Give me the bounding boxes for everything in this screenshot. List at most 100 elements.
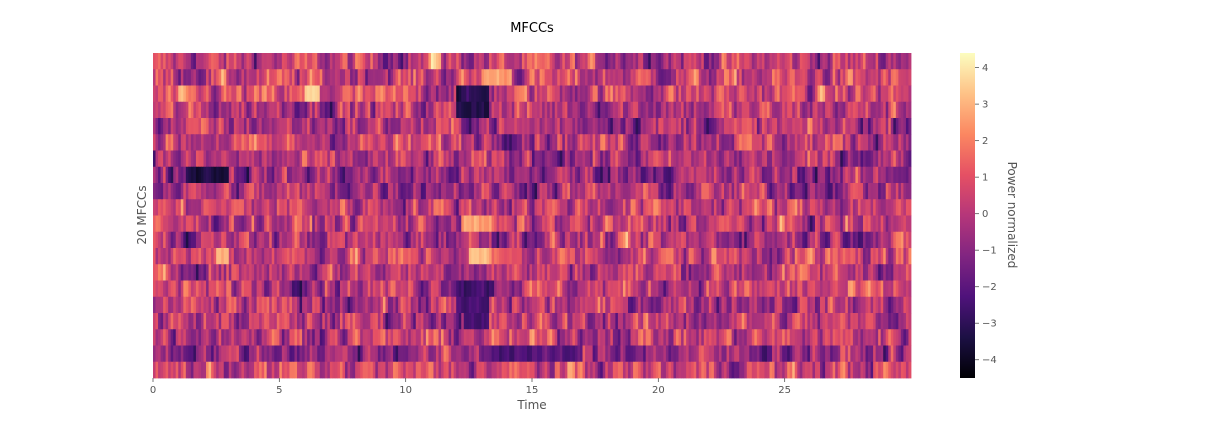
heatmap-cell [754, 167, 757, 184]
heatmap-cell [173, 102, 176, 119]
heatmap-cell [252, 183, 255, 200]
heatmap-cell [343, 167, 346, 184]
heatmap-cell [292, 199, 295, 216]
heatmap-cell [759, 102, 762, 119]
heatmap-cell [466, 86, 469, 103]
heatmap-cell [229, 53, 232, 70]
heatmap-cell [691, 216, 694, 233]
heatmap-cell [413, 151, 416, 168]
heatmap-cell [178, 248, 181, 265]
heatmap-cell [360, 102, 363, 119]
heatmap-cell [823, 53, 826, 70]
heatmap-cell [848, 199, 851, 216]
heatmap-cell [406, 199, 409, 216]
heatmap-cell [886, 199, 889, 216]
heatmap-cell [800, 264, 803, 281]
heatmap-cell [648, 281, 651, 298]
heatmap-cell [873, 134, 876, 151]
heatmap-cell [398, 134, 401, 151]
heatmap-cell [873, 264, 876, 281]
heatmap-cell [449, 53, 452, 70]
heatmap-cell [320, 118, 323, 135]
heatmap-cell [855, 264, 858, 281]
heatmap-cell [656, 199, 659, 216]
heatmap-cell [810, 134, 813, 151]
heatmap-cell [593, 151, 596, 168]
heatmap-cell [191, 69, 194, 86]
heatmap-cell [411, 297, 414, 314]
heatmap-cell [701, 69, 704, 86]
heatmap-cell [163, 69, 166, 86]
heatmap-cell [471, 151, 474, 168]
heatmap-cell [651, 118, 654, 135]
heatmap-cell [241, 183, 244, 200]
heatmap-cell [161, 264, 164, 281]
heatmap-cell [671, 69, 674, 86]
heatmap-cell [426, 297, 429, 314]
heatmap-cell [396, 232, 399, 249]
heatmap-cell [807, 281, 810, 298]
heatmap-cell [898, 118, 901, 135]
heatmap-cell [843, 118, 846, 135]
heatmap-cell [481, 281, 484, 298]
heatmap-cell [413, 199, 416, 216]
heatmap-cell [403, 232, 406, 249]
heatmap-cell [747, 134, 750, 151]
heatmap-cell [681, 53, 684, 70]
heatmap-cell [807, 183, 810, 200]
heatmap-cell [646, 134, 649, 151]
heatmap-cell [780, 248, 783, 265]
heatmap-cell [653, 264, 656, 281]
heatmap-cell [658, 151, 661, 168]
heatmap-cell [507, 183, 510, 200]
heatmap-cell [853, 102, 856, 119]
heatmap-cell [337, 118, 340, 135]
heatmap-cell [777, 264, 780, 281]
heatmap-cell [805, 297, 808, 314]
heatmap-cell [294, 264, 297, 281]
heatmap-cell [428, 118, 431, 135]
heatmap-cell [719, 216, 722, 233]
heatmap-cell [459, 167, 462, 184]
heatmap-cell [598, 199, 601, 216]
heatmap-cell [588, 248, 591, 265]
heatmap-cell [289, 151, 292, 168]
heatmap-cell [540, 86, 543, 103]
heatmap-cell [461, 118, 464, 135]
heatmap-cell [886, 134, 889, 151]
heatmap-cell [375, 86, 378, 103]
heatmap-cell [393, 69, 396, 86]
heatmap-cell [762, 248, 765, 265]
heatmap-cell [577, 134, 580, 151]
heatmap-cell [221, 151, 224, 168]
heatmap-cell [676, 151, 679, 168]
heatmap-cell [613, 313, 616, 330]
heatmap-cell [570, 264, 573, 281]
heatmap-cell [287, 69, 290, 86]
heatmap-cell [413, 216, 416, 233]
heatmap-cell [668, 53, 671, 70]
heatmap-cell [711, 167, 714, 184]
heatmap-cell [183, 297, 186, 314]
heatmap-cell [767, 151, 770, 168]
heatmap-cell [411, 199, 414, 216]
heatmap-cell [840, 69, 843, 86]
heatmap-cell [461, 167, 464, 184]
heatmap-cell [638, 216, 641, 233]
heatmap-cell [522, 53, 525, 70]
heatmap-cell [451, 183, 454, 200]
heatmap-cell [818, 167, 821, 184]
heatmap-cell [317, 134, 320, 151]
heatmap-cell [484, 183, 487, 200]
heatmap-cell [625, 313, 628, 330]
heatmap-cell [790, 183, 793, 200]
heatmap-cell [787, 151, 790, 168]
heatmap-cell [648, 232, 651, 249]
heatmap-cell [166, 118, 169, 135]
heatmap-cell [312, 118, 315, 135]
heatmap-cell [396, 264, 399, 281]
heatmap-cell [901, 69, 904, 86]
heatmap-cell [671, 281, 674, 298]
heatmap-cell [209, 199, 212, 216]
heatmap-cell [322, 248, 325, 265]
